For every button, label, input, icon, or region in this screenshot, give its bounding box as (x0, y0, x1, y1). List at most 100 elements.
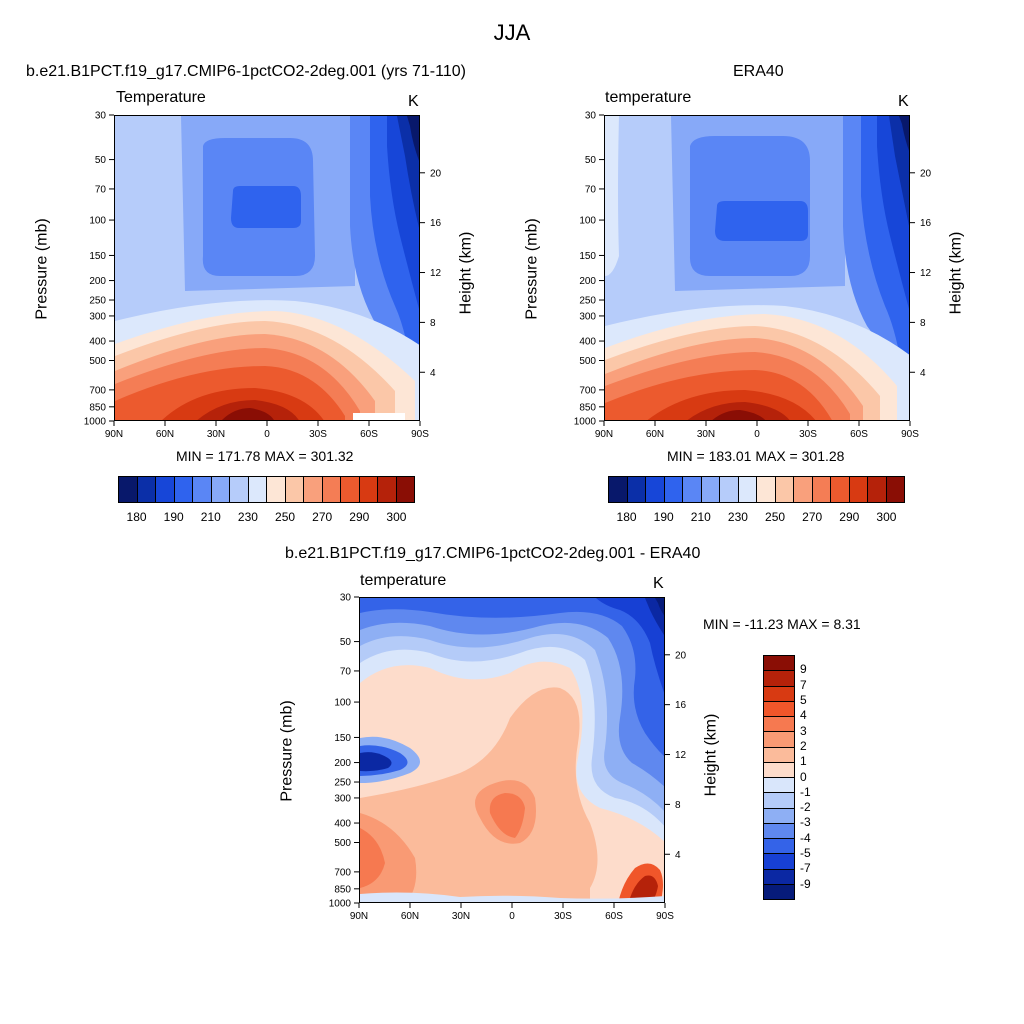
panel3-colorbar-label: 0 (800, 769, 807, 784)
panel3-units: K (653, 575, 664, 592)
panel2-ytick-label: 70 (585, 184, 597, 195)
panel2-ytick-label: 200 (579, 276, 596, 287)
panel3-ytick-label: 200 (334, 758, 351, 769)
panel2-colorbar-swatch (646, 477, 665, 502)
panel1-xtick-label: 60N (156, 429, 174, 440)
panel1-colorbar-label: 210 (200, 510, 221, 524)
panel1-ytick-label: 70 (95, 184, 107, 195)
panel1-ytick-label: 500 (89, 356, 106, 367)
panel3-y2tick-label: 20 (675, 650, 687, 661)
panel3-title: b.e21.B1PCT.f19_g17.CMIP6-1pctCO2-2deg.0… (285, 545, 701, 562)
panel3-ytick-label: 150 (334, 733, 351, 744)
panel3-y2label: Height (km) (702, 713, 720, 797)
panel1-colorbar-swatch (230, 477, 249, 502)
panel2-colorbar-swatch (831, 477, 850, 502)
panel1-xtick-label: 90S (411, 429, 429, 440)
panel3-ytick-label: 50 (340, 637, 352, 648)
panel2-colorbar-swatch (720, 477, 739, 502)
panel1-colorbar-swatch (119, 477, 138, 502)
panel3-ytick-label: 30 (340, 593, 352, 604)
panel2-xtick-label: 60N (646, 429, 664, 440)
panel3-ytick-label: 250 (334, 778, 351, 789)
panel1-colorbar-label: 290 (349, 510, 370, 524)
panel1-colorbar-swatch (193, 477, 212, 502)
panel3-ytick-label: 300 (334, 793, 351, 804)
figure-title: JJA (493, 20, 531, 45)
panel2-colorbar (608, 476, 905, 503)
panel1-colorbar-label: 190 (163, 510, 184, 524)
panel3-xtick-label: 90S (656, 911, 674, 922)
panel3-ytick-label: 400 (334, 819, 351, 830)
panel2-xtick-label: 60S (850, 429, 868, 440)
panel3-colorbar-swatch (764, 701, 794, 717)
panel1-y2tick-label: 20 (430, 168, 442, 179)
panel2-colorbar-swatch (868, 477, 887, 502)
panel2-ytick-label: 100 (579, 216, 596, 227)
panel1-colorbar-label: 180 (126, 510, 147, 524)
panel3-y2tick-label: 8 (675, 800, 681, 811)
panel1-ytick-label: 300 (89, 311, 106, 322)
panel3-colorbar-label: -4 (800, 830, 811, 845)
panel3-colorbar-label: 5 (800, 692, 807, 707)
panel3-colorbar-label: 3 (800, 723, 807, 738)
panel2-colorbar-swatch (683, 477, 702, 502)
panel3-ytick-label: 500 (334, 838, 351, 849)
panel1-plot-area (114, 115, 420, 421)
panel2-colorbar-swatch (757, 477, 776, 502)
panel2-colorbar-swatch (738, 477, 757, 502)
panel2-ytick-label: 400 (579, 337, 596, 348)
panel2-ytick-label: 250 (579, 296, 596, 307)
panel3-xtick-label: 0 (509, 911, 515, 922)
panel1-stats: MIN = 171.78 MAX = 301.32 (176, 448, 354, 464)
panel2-colorbar-swatch (849, 477, 868, 502)
panel1-colorbar-swatch (359, 477, 378, 502)
panel1-ytick-label: 30 (95, 111, 107, 122)
panel3-colorbar-swatch (764, 808, 794, 824)
panel1-colorbar-swatch (137, 477, 156, 502)
panel3-colorbar (763, 655, 795, 900)
panel3-y2tick-label: 12 (675, 750, 687, 761)
panel2-xtick-label: 0 (754, 429, 760, 440)
panel3-colorbar-swatch (764, 823, 794, 839)
panel2-xtick-label: 30S (799, 429, 817, 440)
panel2-colorbar-swatch (664, 477, 683, 502)
panel3-ytick-label: 1000 (329, 899, 352, 910)
panel1-colorbar-swatch (378, 477, 397, 502)
panel2-colorbar-swatch (886, 477, 904, 502)
panel2-ytick-label: 1000 (574, 417, 597, 428)
panel2-colorbar-label: 250 (765, 510, 786, 524)
panel1-colorbar-label: 270 (312, 510, 333, 524)
panel1-xtick-label: 30S (309, 429, 327, 440)
panel1-ytick-label: 150 (89, 251, 106, 262)
panel2-ytick-label: 500 (579, 356, 596, 367)
panel1-ytick-label: 200 (89, 276, 106, 287)
panel3-colorbar-swatch (764, 656, 794, 672)
panel3-contour-field (360, 598, 664, 902)
panel2-xtick-label: 90S (901, 429, 919, 440)
panel3-ytick-label: 700 (334, 867, 351, 878)
panel3-colorbar-label: 1 (800, 754, 807, 769)
panel1-colorbar-swatch (304, 477, 323, 502)
panel2-ytick-label: 50 (585, 155, 597, 166)
panel3-colorbar-label: 4 (800, 708, 807, 723)
panel1-colorbar-label: 230 (237, 510, 258, 524)
panel3-field-label: temperature (360, 572, 447, 589)
panel2-colorbar-label: 270 (802, 510, 823, 524)
panel2-stats: MIN = 183.01 MAX = 301.28 (667, 448, 845, 464)
panel1-xtick-label: 60S (360, 429, 378, 440)
panel2-colorbar-label: 300 (876, 510, 897, 524)
panel2-colorbar-label: 210 (690, 510, 711, 524)
panel1-y2tick-label: 16 (430, 218, 442, 229)
panel1-colorbar-swatch (156, 477, 175, 502)
panel3-xtick-label: 90N (350, 911, 368, 922)
panel2-colorbar-label: 290 (839, 510, 860, 524)
panel2-ytick-label: 30 (585, 111, 597, 122)
panel1-colorbar-label: 250 (275, 510, 296, 524)
panel3-colorbar-swatch (764, 732, 794, 748)
panel2-units: K (898, 93, 909, 110)
panel2-plot-area (604, 115, 910, 421)
panel3-ylabel: Pressure (mb) (278, 700, 296, 802)
panel3-ytick-label: 100 (334, 698, 351, 709)
